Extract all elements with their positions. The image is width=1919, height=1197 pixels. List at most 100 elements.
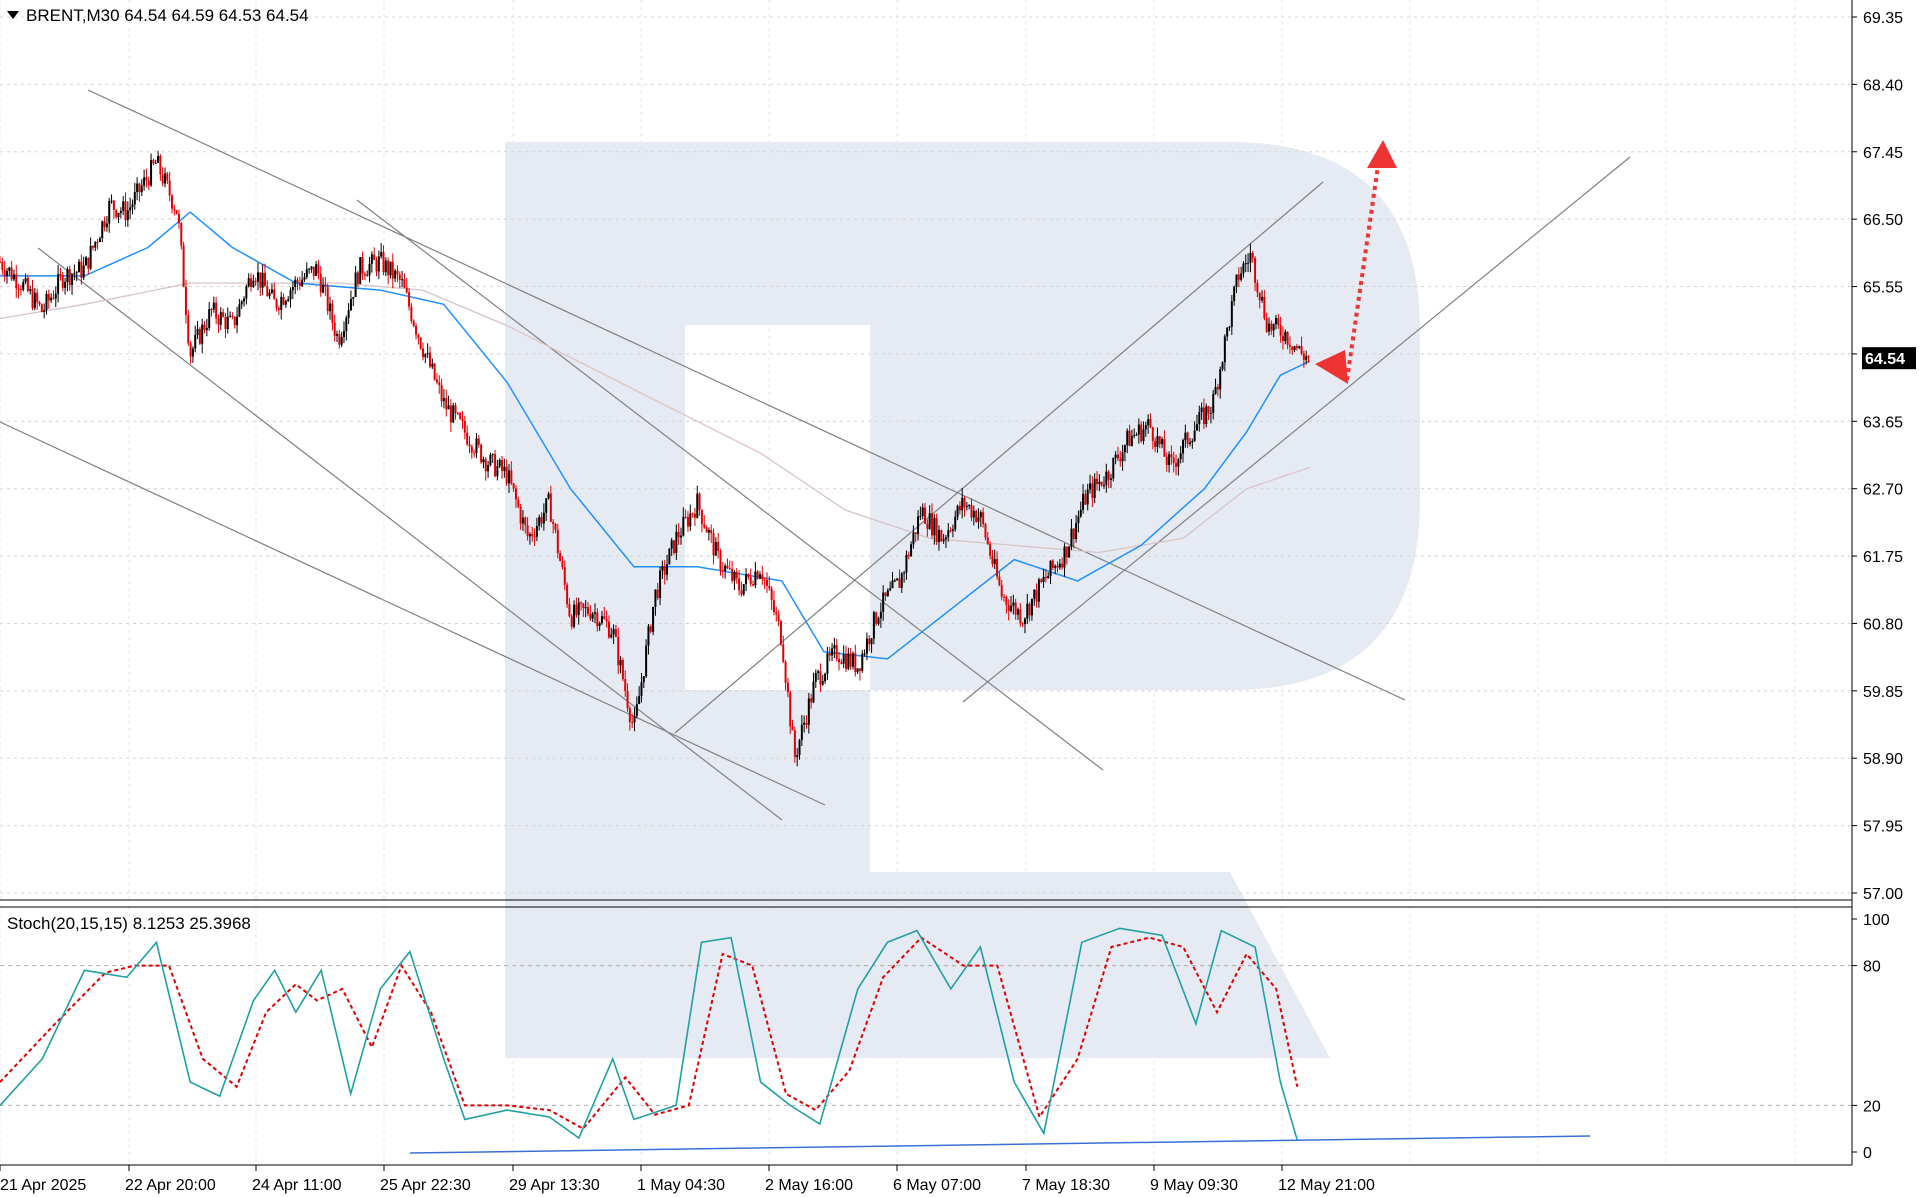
candle — [1305, 350, 1308, 365]
candle — [449, 399, 452, 433]
candle — [1058, 558, 1061, 570]
candle — [693, 507, 696, 526]
candle — [1291, 346, 1294, 355]
candle — [965, 502, 968, 511]
candle — [1244, 254, 1247, 273]
candle — [273, 282, 276, 300]
candle — [1226, 326, 1229, 342]
candle — [1126, 428, 1129, 454]
dropdown-triangle-icon[interactable] — [7, 11, 19, 19]
candle — [775, 606, 778, 622]
watermark-gap — [685, 325, 870, 690]
candle — [1268, 317, 1271, 336]
candle — [591, 611, 594, 623]
candle — [1019, 603, 1022, 627]
candle — [442, 389, 445, 409]
candle — [559, 550, 562, 562]
candle — [136, 177, 139, 201]
candle — [366, 270, 369, 277]
candle — [1096, 471, 1099, 491]
candle — [977, 508, 980, 529]
candle — [382, 245, 385, 276]
candle — [1288, 336, 1291, 354]
candle — [68, 265, 71, 291]
candle — [1144, 421, 1147, 437]
candle — [621, 657, 624, 682]
candle — [742, 584, 745, 597]
candle — [203, 321, 206, 334]
stoch-support-line[interactable] — [409, 1135, 1591, 1154]
candle — [1040, 578, 1043, 584]
candle — [545, 498, 548, 522]
candle — [1186, 431, 1189, 449]
candle — [38, 300, 41, 307]
candle — [803, 715, 806, 733]
candle — [556, 523, 559, 559]
candle — [1147, 414, 1150, 434]
candle — [998, 571, 1001, 587]
candle — [270, 283, 273, 295]
candle — [405, 277, 408, 294]
candle — [726, 558, 729, 570]
candle — [1286, 331, 1289, 350]
candle — [1170, 445, 1173, 465]
price-candles — [0, 150, 1310, 767]
candle — [679, 527, 682, 545]
candle — [219, 306, 222, 330]
candle — [519, 503, 522, 530]
candle — [145, 168, 148, 188]
candle — [1086, 483, 1089, 511]
candle — [324, 276, 327, 296]
stoch-tick-label: 100 — [1863, 912, 1890, 929]
candle — [505, 459, 508, 487]
candle — [1223, 334, 1226, 372]
candle — [254, 277, 257, 286]
candle — [924, 503, 927, 524]
candle — [370, 251, 373, 273]
watermark-leg — [870, 872, 1330, 1058]
candle — [40, 303, 43, 313]
candle — [349, 290, 352, 312]
time-tick-label: 21 Apr 2025 — [0, 1177, 86, 1194]
candle — [47, 289, 50, 309]
candle — [452, 402, 455, 423]
candle — [568, 598, 571, 618]
candle — [654, 589, 657, 616]
candle — [956, 504, 959, 521]
candle — [1112, 457, 1115, 482]
candle — [1207, 405, 1210, 421]
candle — [159, 154, 162, 181]
candle — [858, 668, 861, 681]
candle — [772, 590, 775, 616]
time-tick-label: 25 Apr 22:30 — [380, 1177, 471, 1194]
candle — [580, 601, 583, 611]
candle — [1079, 501, 1082, 518]
candle — [1254, 256, 1257, 292]
candle — [1072, 528, 1075, 549]
candle — [263, 263, 266, 287]
candle — [494, 449, 497, 478]
candle — [1237, 267, 1240, 287]
candle — [1119, 451, 1122, 467]
candle — [735, 567, 738, 584]
candle — [1044, 569, 1047, 583]
time-tick-label: 22 Apr 20:00 — [125, 1177, 216, 1194]
candle — [1021, 621, 1024, 628]
candle — [914, 532, 917, 543]
candle — [561, 556, 564, 570]
candle — [659, 566, 662, 606]
candle — [1116, 446, 1119, 462]
candle — [317, 259, 320, 280]
candle — [484, 456, 487, 481]
candle — [786, 677, 789, 698]
time-tick-label: 12 May 21:00 — [1278, 1177, 1375, 1194]
candle — [468, 436, 471, 454]
forecast-arrow[interactable] — [1315, 140, 1397, 384]
candle — [931, 503, 934, 539]
trend-line — [87, 89, 1406, 701]
candle — [1158, 435, 1161, 449]
candle — [387, 257, 390, 285]
candle — [391, 253, 394, 289]
candle — [354, 265, 357, 298]
candle — [73, 264, 76, 281]
